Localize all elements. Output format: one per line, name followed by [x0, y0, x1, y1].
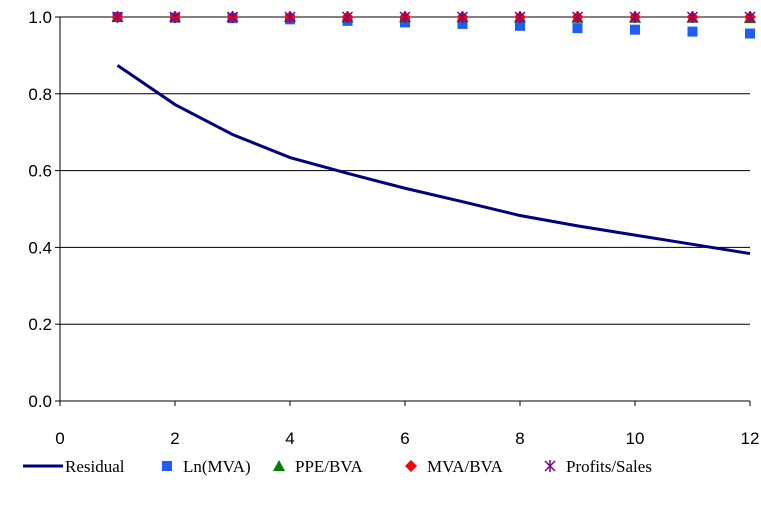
- legend-marker-swatch: [273, 460, 285, 471]
- legend-label: Profits/Sales: [566, 457, 652, 476]
- x-tick-labels: 0 2 4 6 8 10 12: [55, 429, 759, 448]
- y-tick-label: 0.8: [28, 85, 52, 104]
- data-point: [572, 23, 583, 34]
- y-tick-label: 0.6: [28, 162, 52, 181]
- legend-item: Profits/Sales: [544, 457, 652, 476]
- legend-item: Residual: [23, 457, 125, 476]
- legend-label: Residual: [65, 457, 125, 476]
- data-point: [457, 18, 468, 29]
- x-tick-label: 12: [741, 429, 760, 448]
- y-tick-label: 0.4: [28, 238, 52, 257]
- x-tick-label: 2: [170, 429, 179, 448]
- data-point: [111, 11, 124, 23]
- data-point: [284, 11, 296, 23]
- legend-item: MVA/BVA: [405, 457, 504, 476]
- legend-marker-swatch: [405, 460, 417, 472]
- x-tick-label: 0: [55, 429, 64, 448]
- data-point: [514, 11, 526, 23]
- data-point: [745, 28, 755, 39]
- series-ln-mva: [112, 12, 755, 39]
- data-point: [226, 11, 239, 23]
- data-point: [629, 11, 641, 23]
- series-profits-sales: [111, 11, 756, 23]
- data-point: [571, 11, 584, 23]
- legend: Residual Ln(MVA) PPE/BVA MVA/BVA Profits/Sal…: [23, 457, 652, 476]
- legend-item: PPE/BVA: [273, 457, 363, 476]
- data-point: [630, 24, 640, 35]
- legend-item: Ln(MVA): [162, 457, 251, 476]
- y-tick-labels: 0.0 0.2 0.4 0.6 0.8 1.0: [28, 8, 52, 411]
- y-tick-label: 1.0: [28, 8, 52, 27]
- data-point: [399, 11, 411, 23]
- data-point: [744, 11, 756, 23]
- series-residual: [116, 64, 751, 256]
- data-point: [169, 11, 181, 23]
- y-tick-label: 0.0: [28, 392, 52, 411]
- data-point: [686, 11, 699, 23]
- data-point: [456, 11, 469, 23]
- legend-marker-swatch: [162, 461, 172, 471]
- x-tick-label: 6: [400, 429, 409, 448]
- legend-label: MVA/BVA: [427, 457, 504, 476]
- plot-area: [111, 11, 756, 256]
- x-tick-label: 10: [626, 429, 645, 448]
- legend-label: Ln(MVA): [183, 457, 251, 476]
- data-point: [687, 26, 698, 37]
- series-line: [116, 64, 751, 256]
- x-tick-label: 4: [285, 429, 294, 448]
- x-tick-label: 8: [515, 429, 524, 448]
- legend-label: PPE/BVA: [295, 457, 363, 476]
- y-tick-label: 0.2: [28, 315, 52, 334]
- data-point: [515, 20, 525, 31]
- data-point: [341, 11, 354, 23]
- legend-marker-swatch: [544, 460, 556, 472]
- gridlines: [60, 16, 750, 402]
- axes: [55, 16, 751, 406]
